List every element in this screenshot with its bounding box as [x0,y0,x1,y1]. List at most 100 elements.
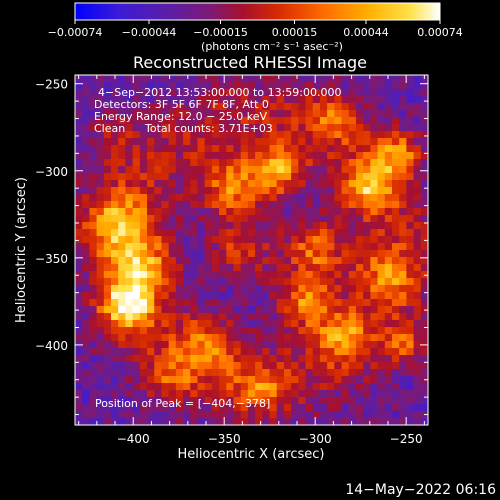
heatmap-pixel [233,390,242,398]
heatmap-pixel [384,82,393,90]
heatmap-pixel [327,306,335,314]
heatmap-pixel [391,75,400,83]
heatmap-pixel [183,166,191,174]
heatmap-pixel [226,96,235,104]
heatmap-pixel [175,82,184,90]
heatmap-pixel [355,180,364,188]
heatmap-pixel [247,257,256,265]
heatmap-pixel [384,89,393,97]
heatmap-pixel [211,124,220,132]
heatmap-pixel [312,285,321,293]
heatmap-pixel [240,341,249,349]
heatmap-pixel [283,341,292,349]
heatmap-pixel [139,243,148,251]
heatmap-pixel [298,110,307,118]
heatmap-pixel [96,390,105,398]
heatmap-pixel [319,411,328,419]
heatmap-pixel [341,250,350,258]
heatmap-pixel [348,257,357,265]
heatmap-pixel [132,236,141,244]
heatmap-pixel [341,306,350,314]
heatmap-pixel [291,89,299,97]
heatmap-pixel [255,159,263,167]
heatmap-pixel [147,313,155,321]
heatmap-pixel [125,285,134,293]
heatmap-pixel [111,369,119,377]
heatmap-pixel [197,278,206,286]
heatmap-pixel [240,362,249,370]
heatmap-pixel [341,110,350,118]
heatmap-pixel [183,117,191,125]
heatmap-pixel [363,215,371,223]
heatmap-pixel [226,138,235,146]
heatmap-pixel [262,159,271,167]
heatmap-pixel [75,369,83,377]
heatmap-pixel [327,362,335,370]
heatmap-pixel [255,320,263,328]
heatmap-pixel [283,376,292,384]
heatmap-pixel [355,334,364,342]
heatmap-pixel [118,82,127,90]
heatmap-pixel [197,271,206,279]
heatmap-pixel [111,299,119,307]
heatmap-pixel [384,264,393,272]
heatmap-pixel [291,103,299,111]
heatmap-pixel [240,187,249,195]
heatmap-pixel [96,152,105,160]
heatmap-pixel [190,110,199,118]
heatmap-pixel [103,411,112,419]
heatmap-pixel [118,117,127,125]
heatmap-pixel [247,215,256,223]
heatmap-pixel [89,82,98,90]
heatmap-pixel [111,152,119,160]
heatmap-pixel [312,229,321,237]
heatmap-pixel [211,285,220,293]
heatmap-pixel [103,222,112,230]
heatmap-pixel [276,201,285,209]
heatmap-pixel [96,334,105,342]
heatmap-pixel [406,334,415,342]
heatmap-pixel [355,159,364,167]
heatmap-pixel [204,278,213,286]
heatmap-pixel [161,159,170,167]
heatmap-pixel [147,383,155,391]
heatmap-pixel [283,299,292,307]
heatmap-pixel [291,362,299,370]
heatmap-pixel [161,215,170,223]
heatmap-pixel [125,180,134,188]
heatmap-pixel [406,341,415,349]
heatmap-pixel [75,292,83,300]
heatmap-pixel [269,285,278,293]
heatmap-pixel [255,75,263,83]
heatmap-pixel [103,82,112,90]
heatmap-pixel [355,243,364,251]
heatmap-pixel [370,145,379,153]
heatmap-pixel [175,117,184,125]
heatmap-pixel [399,117,407,125]
heatmap-pixel [269,341,278,349]
heatmap-pixel [370,152,379,160]
heatmap-pixel [204,299,213,307]
heatmap-pixel [226,145,235,153]
heatmap-pixel [118,404,127,412]
heatmap-pixel [269,138,278,146]
heatmap-pixel [391,264,400,272]
heatmap-pixel [233,138,242,146]
heatmap-pixel [269,243,278,251]
heatmap-pixel [211,355,220,363]
heatmap-pixel [399,376,407,384]
heatmap-pixel [111,376,119,384]
heatmap-pixel [147,390,155,398]
heatmap-pixel [197,145,206,153]
heatmap-pixel [197,110,206,118]
heatmap-pixel [384,257,393,265]
heatmap-pixel [118,236,127,244]
heatmap-pixel [219,117,227,125]
heatmap-pixel [211,117,220,125]
heatmap-pixel [283,250,292,258]
heatmap-pixel [355,110,364,118]
heatmap-pixel [247,355,256,363]
heatmap-pixel [125,278,134,286]
heatmap-pixel [240,229,249,237]
heatmap-pixel [377,271,386,279]
